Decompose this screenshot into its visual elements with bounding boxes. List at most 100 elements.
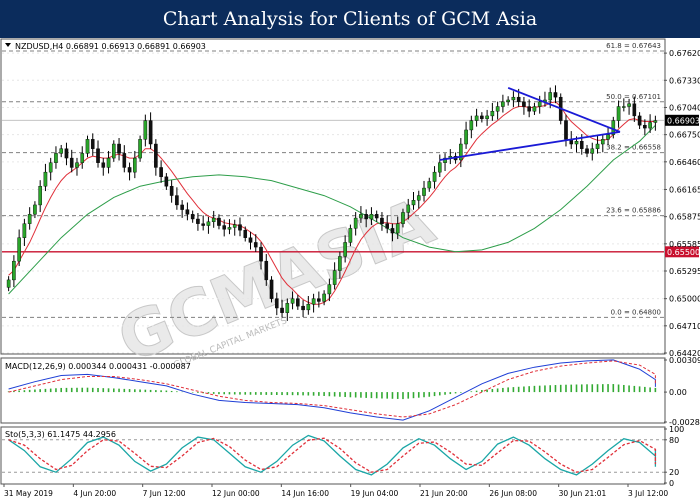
time-x-axis: 31 May 2019 4 Jun 20:00 7 Jun 12:00 12 Jun … (3, 484, 668, 498)
candle (422, 180, 426, 202)
x-tick-label: 14 Jun 16:00 (281, 489, 329, 498)
candle (106, 150, 111, 174)
candle (90, 133, 95, 156)
candle (416, 190, 421, 209)
candle-body (154, 143, 158, 168)
candle (464, 121, 468, 149)
candle (622, 98, 626, 112)
candle (238, 217, 242, 237)
candle-body (269, 279, 274, 299)
candle-body (595, 143, 600, 149)
candle-body (643, 125, 647, 129)
candle (632, 96, 637, 122)
candle-body (495, 106, 500, 112)
candle (38, 180, 42, 213)
candle (522, 96, 526, 115)
price-y-tick-label: 0.66460 (669, 158, 700, 167)
candle (285, 298, 290, 321)
candle-body (85, 139, 90, 154)
candle-body (443, 157, 447, 163)
candle-body (590, 148, 595, 154)
candle-body (395, 223, 400, 234)
dropdown-triangle-icon (5, 43, 11, 47)
fib-level-label: 0.0 = 0.64800 (611, 308, 661, 316)
x-tick-label: 4 Jun 20:00 (73, 489, 116, 498)
macd-panel (0, 357, 666, 424)
candle (138, 135, 142, 162)
candle-body (374, 214, 379, 219)
candle-body (133, 157, 137, 173)
candle-body (422, 187, 426, 196)
stochastic-panel (0, 426, 666, 485)
stochastic-k-line (8, 434, 657, 476)
candle (17, 229, 21, 267)
candle (185, 202, 190, 221)
candle-body (327, 284, 332, 295)
candle-body (332, 270, 337, 285)
candle (527, 99, 531, 118)
candle (390, 223, 395, 242)
candle-body (17, 237, 21, 262)
candle-body (6, 279, 11, 288)
candle-body (117, 143, 121, 154)
candle (353, 212, 358, 236)
candle (406, 198, 411, 220)
macd-plot: 0.00309 0.00 -0.00288 (7, 356, 700, 427)
candle-body (627, 103, 631, 107)
candle (537, 95, 542, 114)
candle (427, 177, 432, 192)
price-y-tick-label: 0.64420 (669, 349, 700, 358)
candle-body (353, 217, 358, 229)
candle-body (348, 228, 353, 243)
candle-body (369, 214, 374, 220)
candle (327, 278, 332, 302)
candle (259, 242, 263, 270)
candle (343, 235, 347, 263)
candle (117, 138, 121, 161)
candle-body (359, 214, 363, 219)
candle-body (206, 221, 211, 226)
candle (432, 166, 437, 189)
candle-body (548, 92, 553, 101)
chart-banner-title: Chart Analysis for Clients of GCM Asia (0, 0, 700, 38)
candle (306, 296, 311, 315)
candle-body (222, 225, 227, 230)
candle (595, 135, 600, 154)
candle-body (22, 223, 27, 238)
candle (359, 206, 363, 223)
candle-body (343, 242, 347, 257)
candle-body (464, 129, 468, 145)
x-tick-label: 19 Jun 04:00 (351, 489, 399, 498)
candle (301, 300, 305, 318)
candle-body (406, 204, 411, 213)
candle (653, 115, 658, 131)
candle (274, 292, 279, 316)
candle (290, 291, 295, 310)
x-tick-label: 30 Jun 21:01 (559, 489, 607, 498)
candle-body (511, 96, 516, 101)
fibonacci-levels: 61.8 = 0.67643 50.0 = 0.67101 38.2 = 0.665… (2, 42, 664, 318)
candle (180, 200, 184, 218)
candle (222, 219, 227, 237)
candle-body (38, 185, 42, 206)
candle (196, 212, 200, 231)
price-gridlines (2, 52, 664, 354)
candle (211, 210, 216, 228)
candle-body (390, 228, 395, 234)
candle-body (522, 101, 526, 107)
candle-body (338, 256, 342, 271)
candle (127, 162, 132, 181)
candle (338, 251, 342, 279)
candle-body (506, 99, 510, 103)
support-price-label: 0.65500 (667, 248, 700, 257)
price-y-tick-label: 0.67620 (669, 49, 700, 58)
candle (27, 207, 32, 230)
macd-y-tick-label: 0.00 (669, 388, 687, 397)
candle (511, 91, 516, 108)
candle-body (459, 143, 463, 161)
candle-body (432, 171, 437, 182)
candle-body (485, 115, 489, 119)
candle-body (564, 120, 568, 140)
candle-body (285, 303, 290, 313)
fib-level-label: 61.8 = 0.67643 (606, 42, 661, 50)
